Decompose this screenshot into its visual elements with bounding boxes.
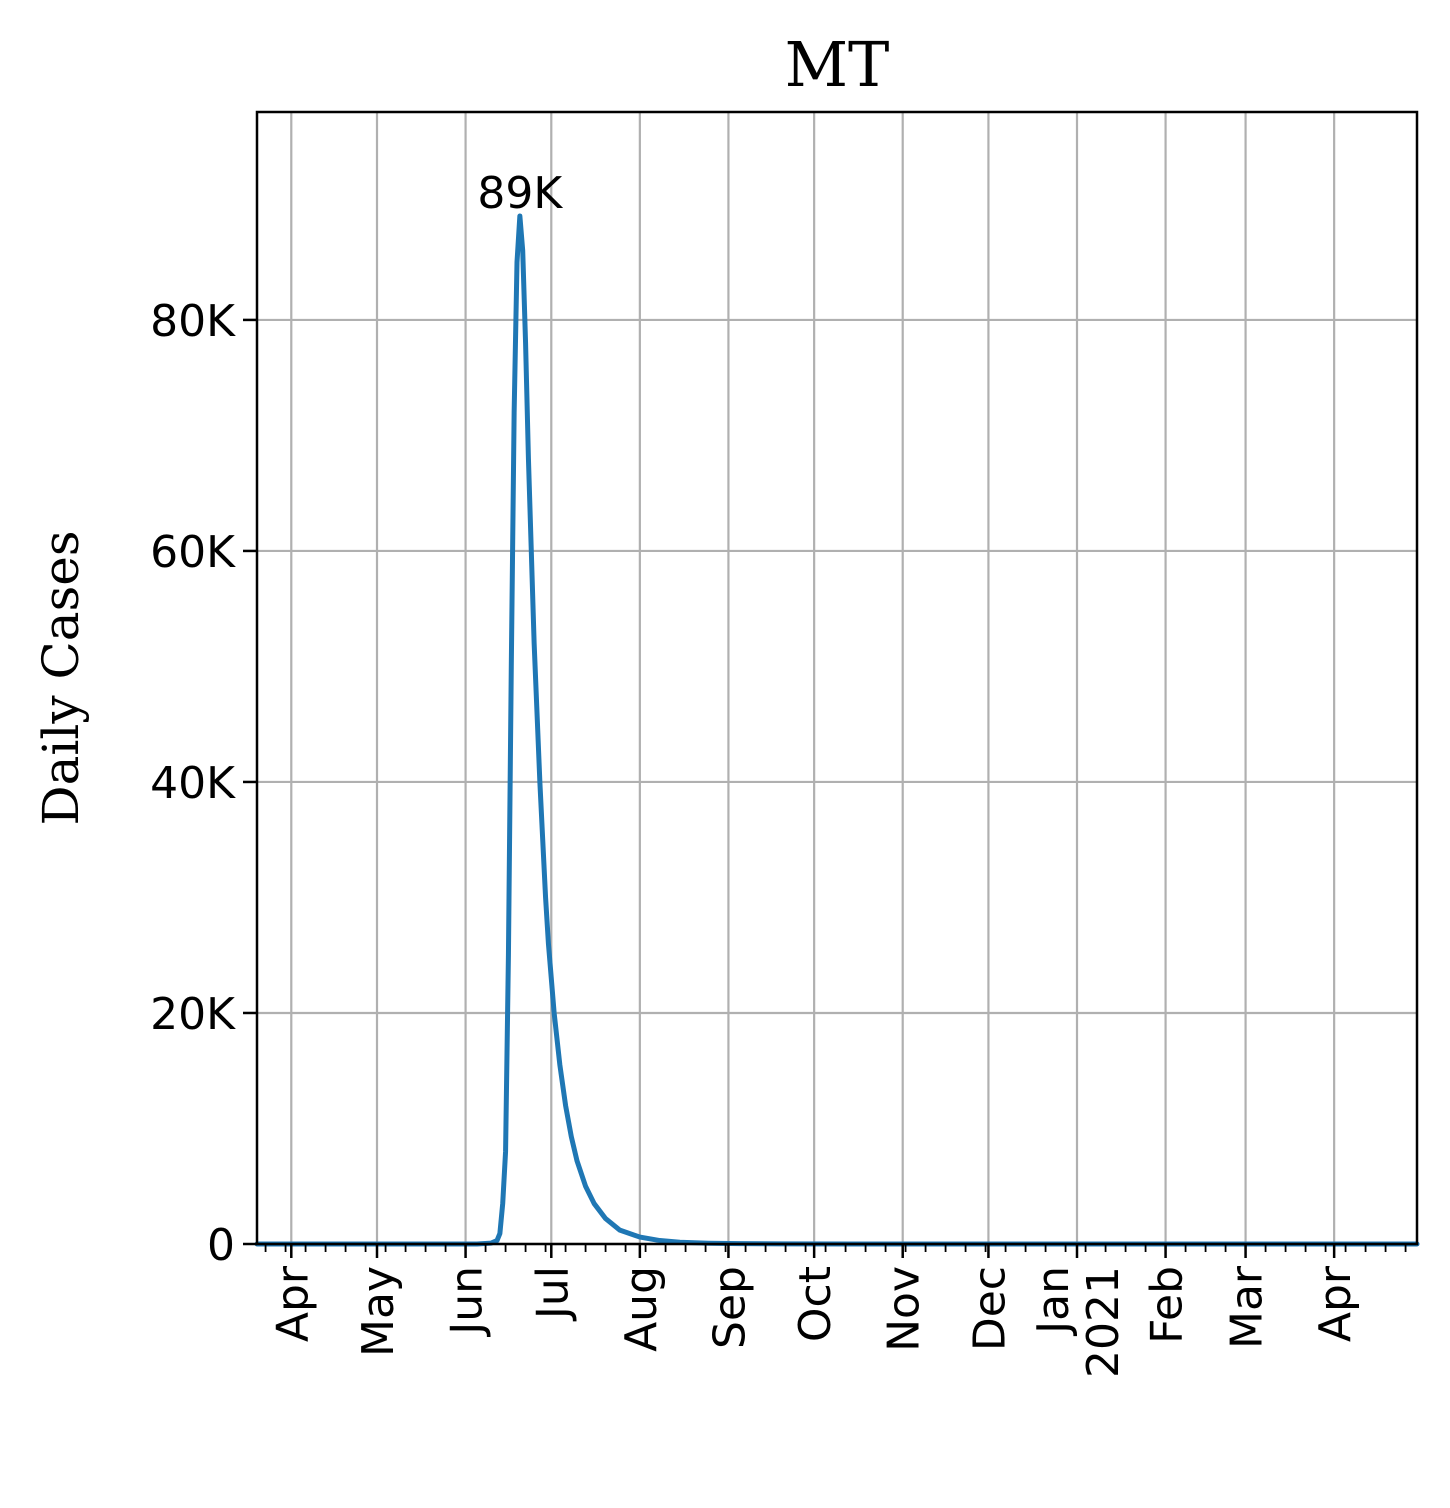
- y-tick-label: 20K: [150, 989, 236, 1040]
- x-tick-label: Apr: [1310, 1265, 1361, 1342]
- x-tick-label-line: Dec: [964, 1266, 1015, 1351]
- x-tick-label: Jun: [442, 1266, 493, 1338]
- peak-annotation: 89K: [477, 168, 563, 219]
- series-line: [254, 213, 1420, 1247]
- annotations: 89K: [477, 168, 563, 219]
- x-tick-label-line: May: [353, 1266, 404, 1357]
- x-tick-label-line: Apr: [267, 1265, 318, 1342]
- series-lines: [254, 213, 1420, 1247]
- x-tick-label: Aug: [616, 1266, 667, 1352]
- x-tick-label-line: Apr: [1310, 1265, 1361, 1342]
- x-tick-label: Dec: [964, 1266, 1015, 1351]
- x-tick-label: May: [353, 1266, 404, 1357]
- y-tick-label: 80K: [150, 296, 236, 347]
- plot-frame: [255, 110, 1419, 1246]
- x-tick-label-line: 2021: [1078, 1266, 1129, 1378]
- y-tick-label: 0: [207, 1220, 235, 1271]
- x-tick-label-line: Jul: [527, 1266, 578, 1322]
- x-tick-label-line: Jan: [1028, 1266, 1079, 1337]
- y-axis-label: Daily Cases: [32, 531, 90, 826]
- x-tick-label-line: Feb: [1142, 1266, 1193, 1344]
- grid-lines: [257, 112, 1417, 1246]
- x-tick-label: Nov: [879, 1266, 930, 1352]
- x-tick-label: Apr: [267, 1265, 318, 1342]
- x-tick-label-line: Oct: [790, 1266, 841, 1342]
- axis-ticks: [243, 318, 1407, 1258]
- x-tick-label: Sep: [704, 1266, 755, 1349]
- x-tick-label: Jul: [527, 1266, 578, 1322]
- x-tick-label: Feb: [1142, 1266, 1193, 1344]
- x-tick-label-line: Nov: [879, 1266, 930, 1352]
- y-tick-label: 40K: [150, 758, 236, 809]
- tick-labels: 0 20K 40K 60K 80K Apr May Jun Jul Aug Sep Oct Nov Dec…: [150, 296, 1361, 1378]
- x-tick-label: Jan 2021: [1028, 1266, 1129, 1378]
- chart-title: MT: [785, 28, 890, 101]
- x-tick-label: Oct: [790, 1266, 841, 1342]
- x-tick-label-line: Mar: [1222, 1265, 1273, 1349]
- x-tick-label-line: Aug: [616, 1266, 667, 1352]
- x-tick-label-line: Jun: [442, 1266, 493, 1338]
- x-tick-label-line: Sep: [704, 1266, 755, 1349]
- y-tick-label: 60K: [150, 527, 236, 578]
- x-tick-label: Mar: [1222, 1265, 1273, 1349]
